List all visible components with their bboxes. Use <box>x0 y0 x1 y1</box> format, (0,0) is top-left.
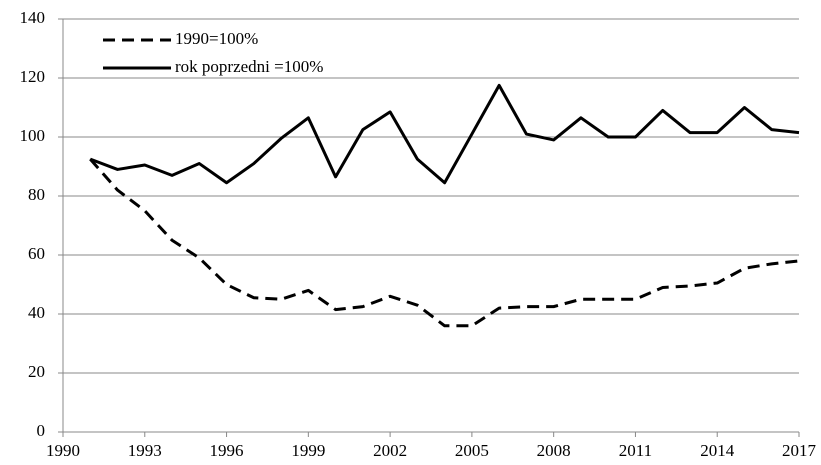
x-tick-label: 1990 <box>46 441 80 460</box>
y-tick-label: 60 <box>28 244 45 263</box>
x-tick-label: 2014 <box>700 441 735 460</box>
y-tick-label: 0 <box>37 421 46 440</box>
y-tick-label: 80 <box>28 185 45 204</box>
series-line <box>89 158 800 328</box>
y-tick-label: 100 <box>20 126 46 145</box>
x-tick-label: 2011 <box>619 441 652 460</box>
x-tick-label: 1996 <box>210 441 244 460</box>
x-tick-label: 1993 <box>128 441 162 460</box>
legend-label: 1990=100% <box>175 29 258 48</box>
series-line <box>89 83 800 185</box>
x-tick-label: 1999 <box>291 441 325 460</box>
x-tick-label: 2017 <box>782 441 817 460</box>
y-tick-label: 120 <box>20 67 46 86</box>
y-tick-label: 140 <box>20 8 46 27</box>
legend-label: rok poprzedni =100% <box>175 57 323 76</box>
x-tick-label: 2005 <box>455 441 489 460</box>
x-tick-label: 2002 <box>373 441 407 460</box>
y-tick-label: 40 <box>28 303 45 322</box>
y-tick-label: 20 <box>28 362 45 381</box>
x-tick-label: 2008 <box>537 441 571 460</box>
